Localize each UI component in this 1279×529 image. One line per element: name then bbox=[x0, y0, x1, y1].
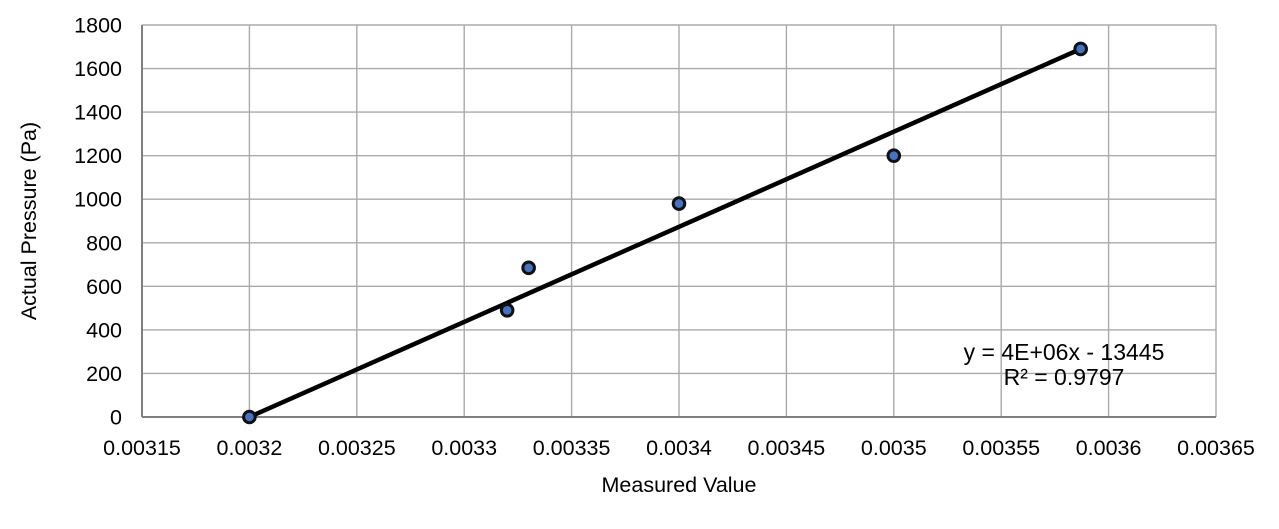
x-tick-label: 0.00335 bbox=[533, 436, 611, 460]
x-tick-label: 0.0034 bbox=[646, 436, 712, 460]
y-tick-label: 1600 bbox=[74, 57, 122, 81]
x-tick-label: 0.00315 bbox=[103, 436, 181, 460]
x-tick-label: 0.00365 bbox=[1177, 436, 1255, 460]
data-point bbox=[499, 302, 515, 318]
y-tick-label: 200 bbox=[86, 362, 122, 386]
y-tick-label: 1400 bbox=[74, 101, 122, 125]
x-tick-label: 0.0036 bbox=[1076, 436, 1142, 460]
data-point bbox=[242, 409, 257, 425]
x-tick-label: 0.0032 bbox=[217, 436, 283, 460]
y-tick-label: 1200 bbox=[74, 144, 122, 168]
y-tick-label: 0 bbox=[110, 406, 122, 430]
x-tick-label: 0.00355 bbox=[962, 436, 1040, 460]
x-tick-label: 0.0035 bbox=[861, 436, 927, 460]
data-point bbox=[1073, 41, 1088, 57]
data-point bbox=[521, 260, 536, 276]
data-point bbox=[671, 196, 687, 211]
x-tick-label: 0.00345 bbox=[748, 436, 826, 460]
r-squared-label: R² = 0.9797 bbox=[1004, 364, 1125, 390]
y-tick-label: 400 bbox=[86, 318, 122, 342]
y-axis-title: Actual Pressure (Pa) bbox=[17, 122, 41, 320]
x-tick-label: 0.00325 bbox=[318, 436, 396, 460]
trendline bbox=[247, 46, 1083, 420]
x-axis-title: Measured Value bbox=[602, 473, 757, 497]
x-tick-label: 0.0033 bbox=[431, 436, 497, 460]
y-tick-label: 600 bbox=[86, 275, 122, 299]
y-tick-label: 1800 bbox=[74, 14, 122, 38]
trendline-equation-label: y = 4E+06x - 13445 bbox=[964, 339, 1165, 365]
y-tick-label: 800 bbox=[86, 231, 122, 255]
y-tick-label: 1000 bbox=[74, 188, 122, 212]
data-point bbox=[886, 148, 902, 163]
